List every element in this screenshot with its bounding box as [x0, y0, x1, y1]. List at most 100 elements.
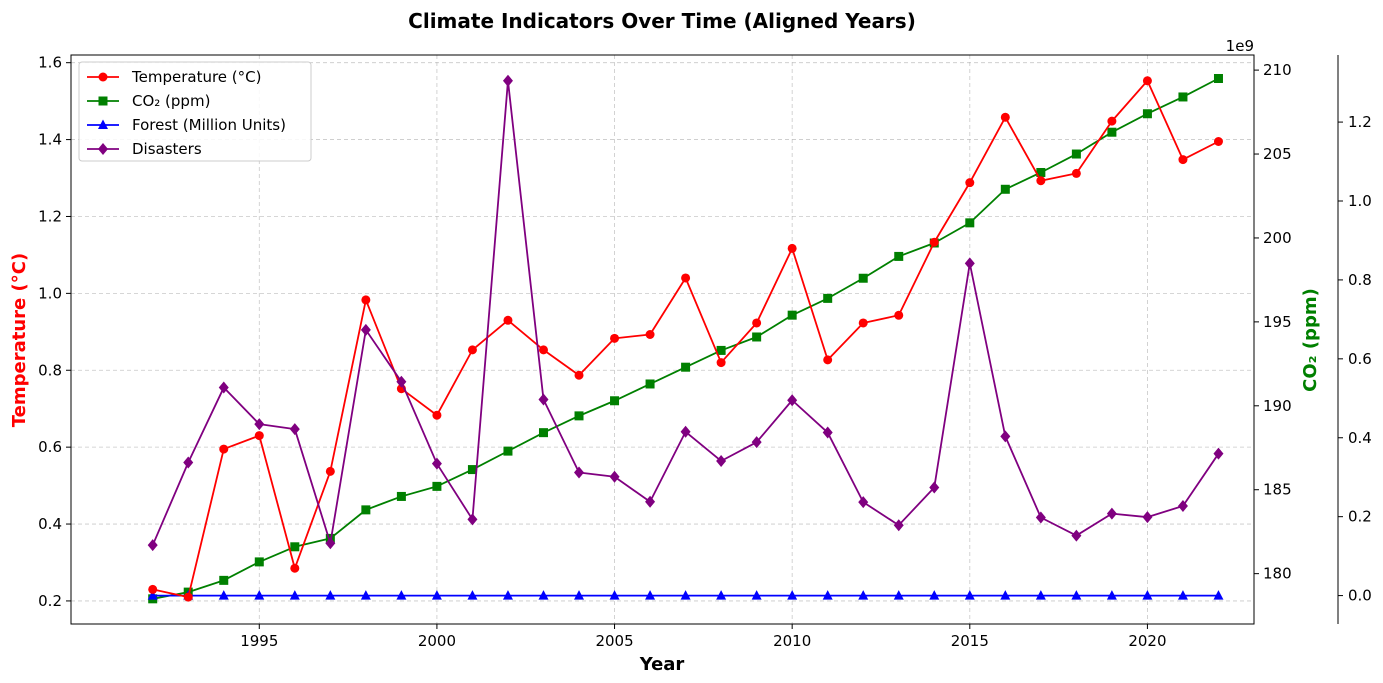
data-point — [645, 590, 656, 600]
y-axis-left-label: Temperature (°C) — [9, 253, 30, 427]
data-point — [431, 457, 442, 470]
data-point — [538, 428, 548, 438]
y-third-tick-label: 0.0 — [1348, 587, 1372, 605]
x-tick-label: 2015 — [951, 632, 989, 650]
data-point — [183, 592, 193, 602]
y-right-tick-label: 200 — [1263, 229, 1292, 247]
data-point — [254, 431, 264, 441]
legend-item: Temperature (°C) — [87, 68, 261, 86]
series-layer — [147, 73, 1224, 604]
legend: Temperature (°C) CO₂ (ppm) Forest (Million… — [78, 61, 312, 162]
x-tick-label: 2000 — [418, 632, 456, 650]
data-point — [964, 590, 975, 600]
data-point — [716, 358, 726, 368]
legend-marker — [98, 119, 108, 129]
data-point — [396, 375, 407, 388]
right-axis-offset-text: 1e9 — [1226, 37, 1254, 55]
data-point — [822, 426, 833, 439]
data-point — [218, 590, 229, 600]
plot-frame — [70, 54, 1255, 625]
series-line — [152, 79, 1219, 598]
legend-label: CO₂ (ppm) — [132, 92, 210, 110]
data-point — [1213, 590, 1224, 600]
data-point — [681, 362, 691, 372]
data-point — [1071, 149, 1081, 159]
data-point — [396, 590, 407, 600]
y-right-tick-label: 210 — [1263, 61, 1292, 79]
data-point — [965, 218, 975, 228]
data-point — [431, 590, 442, 600]
y-right-tick-label: 185 — [1263, 481, 1292, 499]
data-point — [1000, 590, 1011, 600]
y-right-tick-label: 205 — [1263, 145, 1292, 163]
data-point — [716, 454, 727, 467]
y-right-tick-label: 180 — [1263, 565, 1292, 583]
data-point — [964, 257, 975, 270]
data-point — [538, 590, 549, 600]
data-point — [396, 491, 406, 501]
data-point — [218, 381, 229, 394]
data-point — [574, 466, 585, 479]
data-point — [823, 293, 833, 303]
data-point — [1106, 590, 1117, 600]
x-axis-label: Year — [639, 654, 685, 675]
y-left-tick-label: 0.6 — [38, 438, 62, 456]
data-point — [290, 563, 300, 573]
data-point — [609, 470, 620, 483]
y-right-tick-label: 190 — [1263, 397, 1292, 415]
data-point — [361, 505, 371, 515]
data-point — [894, 251, 904, 261]
x-tick-label: 1995 — [240, 632, 278, 650]
data-point — [681, 273, 691, 283]
data-point — [1213, 447, 1224, 460]
data-point — [1036, 167, 1046, 177]
data-point — [1142, 590, 1153, 600]
data-point — [751, 436, 762, 449]
data-point — [1036, 176, 1046, 186]
data-point — [325, 590, 336, 600]
data-point — [1177, 499, 1188, 512]
data-point — [467, 513, 478, 526]
y-left-tick-label: 1.0 — [38, 284, 62, 302]
data-point — [502, 590, 513, 600]
series-line — [151, 79, 1220, 546]
data-point — [361, 295, 371, 305]
data-point — [147, 539, 158, 552]
axes: 1995 2000 2005 2010 2015 2020 0.2 0.4 0.6 0.8 1.0 1… — [38, 54, 1372, 650]
data-point — [752, 332, 762, 342]
data-point — [148, 584, 158, 594]
data-point — [680, 425, 691, 438]
data-point — [219, 444, 229, 454]
data-point — [645, 495, 656, 508]
data-point — [219, 575, 229, 585]
legend-label: Forest (Million Units) — [132, 116, 286, 134]
y-left-tick-label: 0.4 — [38, 515, 62, 533]
data-point — [1177, 590, 1188, 600]
data-point — [432, 410, 442, 420]
data-point — [609, 590, 620, 600]
legend-label: Disasters — [132, 140, 202, 158]
data-point — [752, 318, 762, 328]
data-point — [716, 345, 726, 355]
data-point — [1000, 184, 1010, 194]
legend-item: CO₂ (ppm) — [87, 92, 210, 110]
data-point — [610, 333, 620, 343]
data-point — [1035, 511, 1046, 524]
y-left-tick-label: 0.8 — [38, 361, 62, 379]
data-point — [787, 590, 798, 600]
data-point — [574, 370, 584, 380]
data-point — [1107, 127, 1117, 137]
y-left-tick-label: 1.4 — [38, 131, 62, 149]
y-third-tick-label: 0.8 — [1348, 271, 1372, 289]
data-point — [254, 557, 264, 567]
data-point — [289, 423, 300, 436]
x-tick-label: 2010 — [773, 632, 811, 650]
legend-items: Temperature (°C) CO₂ (ppm) Forest (Million… — [87, 68, 286, 158]
data-point — [894, 310, 904, 320]
data-point — [1071, 529, 1082, 542]
legend-frame — [78, 61, 312, 162]
legend-item: Forest (Million Units) — [87, 116, 286, 134]
data-point — [858, 318, 868, 328]
data-point — [929, 590, 940, 600]
